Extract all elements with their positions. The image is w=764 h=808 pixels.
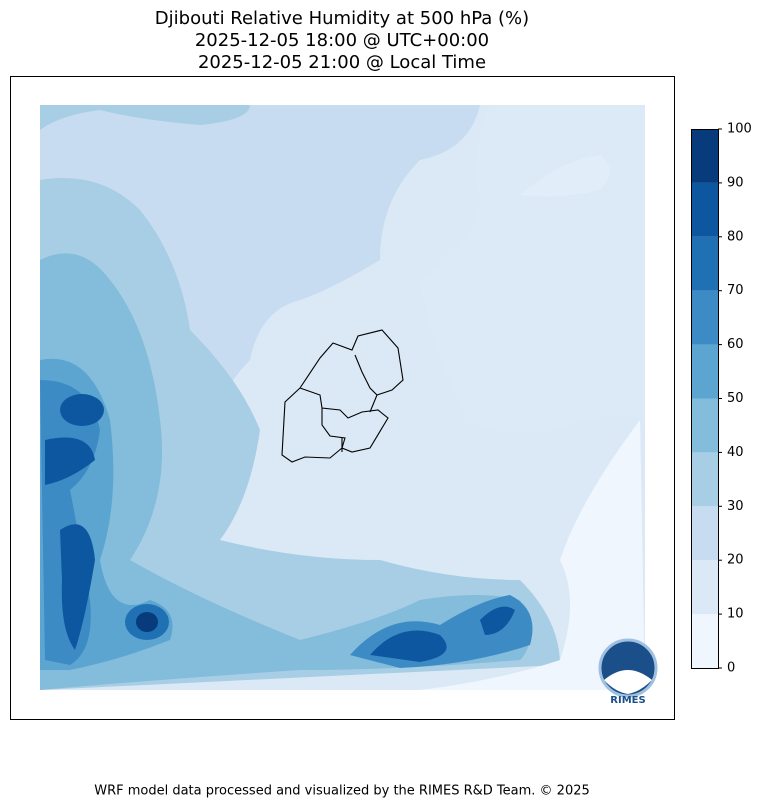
title-line: 2025-12-05 21:00 @ Local Time xyxy=(198,52,486,73)
colorbar-bin xyxy=(691,182,718,237)
colorbar: 0 10 20 30 40 50 60 70 80 90 100 xyxy=(691,122,752,676)
colorbar-bin xyxy=(691,290,718,345)
colorbar-bin xyxy=(691,344,718,399)
colorbar-bin xyxy=(691,452,718,507)
colorbar-tick-label: 30 xyxy=(727,499,744,514)
field-contour xyxy=(45,437,95,485)
map-frame xyxy=(10,76,675,720)
field-contour xyxy=(370,630,447,662)
logo-text: RIMES xyxy=(610,695,645,706)
colorbar-bin xyxy=(691,614,718,668)
field-contour xyxy=(60,524,95,650)
field-contour xyxy=(60,394,104,426)
field-contour xyxy=(40,178,560,690)
colorbar-tick-label: 80 xyxy=(727,229,744,244)
colorbar-tick-label: 40 xyxy=(727,445,744,460)
title-line: 2025-12-05 18:00 @ UTC+00:00 xyxy=(195,30,489,51)
colorbar-bin xyxy=(691,398,718,453)
logo: RIMES xyxy=(598,638,658,706)
field-contour xyxy=(136,612,158,632)
country-border xyxy=(281,329,404,463)
field-contour xyxy=(420,105,645,434)
field-contour xyxy=(420,420,645,690)
colorbar-tick-label: 90 xyxy=(727,175,744,190)
colorbar-tick-label: 10 xyxy=(727,607,744,622)
colorbar-tick-label: 50 xyxy=(727,391,744,406)
colorbar-bin xyxy=(691,129,718,183)
colorbar-tick-label: 100 xyxy=(727,122,752,137)
field-contour xyxy=(40,105,250,130)
title-line: Djibouti Relative Humidity at 500 hPa (%… xyxy=(155,8,529,29)
colorbar-bin xyxy=(691,560,718,615)
colorbar-tick-label: 60 xyxy=(727,337,744,352)
colorbar-tick-label: 20 xyxy=(727,553,744,568)
logo-wave xyxy=(604,670,652,694)
colorbar-tick-label: 0 xyxy=(727,661,735,676)
map: RIMES xyxy=(10,76,675,720)
field-contour xyxy=(480,606,515,635)
colorbar-tick-label: 70 xyxy=(727,283,744,298)
colorbar-bin xyxy=(691,236,718,291)
field-contour xyxy=(40,253,530,691)
colorbar-bin xyxy=(691,506,718,561)
footer: WRF model data processed and visualized … xyxy=(94,784,590,799)
